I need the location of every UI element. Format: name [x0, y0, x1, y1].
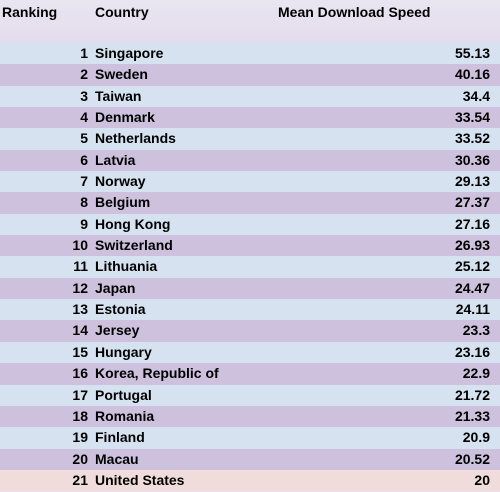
column-header-country: Country [95, 4, 149, 20]
country-cell: Norway [95, 173, 146, 190]
speed-cell: 20.52 [454, 450, 490, 467]
table-row: 11 Lithuania 25.12 [0, 256, 500, 278]
table-row: 2 Sweden 40.16 [0, 64, 500, 86]
rank-cell: 21 [72, 471, 88, 488]
country-cell: Finland [95, 429, 145, 446]
speed-cell: 26.93 [454, 237, 490, 254]
table-row: 10 Switzerland 26.93 [0, 235, 500, 257]
table-row: 9 Hong Kong 27.16 [0, 213, 500, 236]
country-cell: Switzerland [95, 237, 173, 254]
table-row: 8 Belgium 27.37 [0, 192, 500, 214]
rank-cell: 17 [72, 386, 88, 403]
rank-cell: 2 [80, 66, 88, 83]
table-row: 15 Hungary 23.16 [0, 341, 500, 364]
table-row: 6 Latvia 30.36 [0, 149, 500, 172]
rank-cell: 13 [72, 301, 88, 318]
table-row: 13 Estonia 24.11 [0, 299, 500, 321]
speed-cell: 23.3 [462, 322, 490, 339]
speed-cell: 34.4 [462, 87, 490, 104]
rank-cell: 1 [80, 45, 88, 61]
country-cell: Taiwan [95, 87, 142, 104]
column-header-speed: Mean Download Speed [278, 4, 431, 20]
country-cell: Latvia [95, 151, 136, 168]
speed-cell: 33.54 [454, 109, 490, 126]
table-row: 14 Jersey 23.3 [0, 320, 500, 342]
country-cell: Denmark [95, 109, 155, 126]
table-row: 17 Portugal 21.72 [0, 384, 500, 406]
country-cell: Sweden [95, 66, 148, 83]
country-cell: Netherlands [95, 130, 176, 147]
speed-cell: 24.11 [455, 301, 490, 318]
rank-cell: 15 [72, 343, 88, 360]
rank-cell: 7 [80, 173, 88, 190]
rank-cell: 18 [72, 407, 88, 424]
column-header-ranking: Ranking [2, 4, 58, 20]
table-row: 18 Romania 21.33 [0, 405, 500, 428]
country-cell: Belgium [95, 194, 151, 211]
speed-cell: 25.12 [454, 258, 490, 275]
speed-cell: 24.47 [454, 279, 490, 296]
country-cell: Japan [95, 279, 136, 296]
speed-cell: 40.16 [454, 66, 490, 83]
rank-cell: 4 [80, 109, 88, 126]
country-cell: Romania [95, 407, 155, 424]
country-cell: Portugal [95, 386, 152, 403]
table-row: 4 Denmark 33.54 [0, 107, 500, 129]
rank-cell: 11 [73, 258, 88, 275]
rank-cell: 16 [72, 365, 88, 382]
country-cell: Estonia [95, 301, 146, 318]
rank-cell: 20 [72, 450, 88, 467]
country-cell: United States [95, 471, 185, 488]
table-row: 5 Netherlands 33.52 [0, 128, 500, 150]
speed-cell: 55.13 [454, 45, 490, 61]
table-row: 19 Finland 20.9 [0, 427, 500, 449]
country-cell: Singapore [95, 45, 164, 61]
country-cell: Korea, Republic of [95, 365, 219, 382]
rank-cell: 14 [72, 322, 88, 339]
table-row: 12 Japan 24.47 [0, 277, 500, 300]
rank-cell: 9 [80, 215, 88, 232]
speed-cell: 22.9 [462, 365, 490, 382]
speed-cell: 23.16 [454, 343, 490, 360]
rank-cell: 19 [72, 429, 88, 446]
speed-cell: 27.37 [454, 194, 490, 211]
country-cell: Hungary [95, 343, 152, 360]
table-row-highlighted: 21 United States 20 [0, 469, 500, 492]
speed-cell: 33.52 [454, 130, 490, 147]
table-row: 1 Singapore 55.13 [0, 43, 500, 65]
speed-cell: 20.9 [462, 429, 490, 446]
speed-cell: 29.13 [454, 173, 490, 190]
country-cell: Hong Kong [95, 215, 171, 232]
speed-cell: 21.33 [454, 407, 490, 424]
rank-cell: 6 [80, 151, 88, 168]
speed-cell: 27.16 [454, 215, 490, 232]
rank-cell: 12 [72, 279, 88, 296]
rank-cell: 8 [80, 194, 88, 211]
table-row: 16 Korea, Republic of 22.9 [0, 363, 500, 385]
table-row: 7 Norway 29.13 [0, 171, 500, 193]
speed-cell: 20 [474, 471, 490, 488]
table-header: Ranking Country Mean Download Speed [0, 0, 500, 43]
speed-cell: 21.72 [454, 386, 490, 403]
country-cell: Macau [95, 450, 139, 467]
country-cell: Jersey [95, 322, 140, 339]
speed-cell: 30.36 [454, 151, 490, 168]
table-row: 20 Macau 20.52 [0, 448, 500, 470]
table-row: 3 Taiwan 34.4 [0, 85, 500, 108]
table-body: 1 Singapore 55.13 2 Sweden 40.16 3 Taiwa… [0, 43, 500, 492]
rank-cell: 3 [80, 87, 88, 104]
rank-cell: 5 [80, 130, 88, 147]
rank-cell: 10 [72, 237, 88, 254]
country-cell: Lithuania [95, 258, 158, 275]
